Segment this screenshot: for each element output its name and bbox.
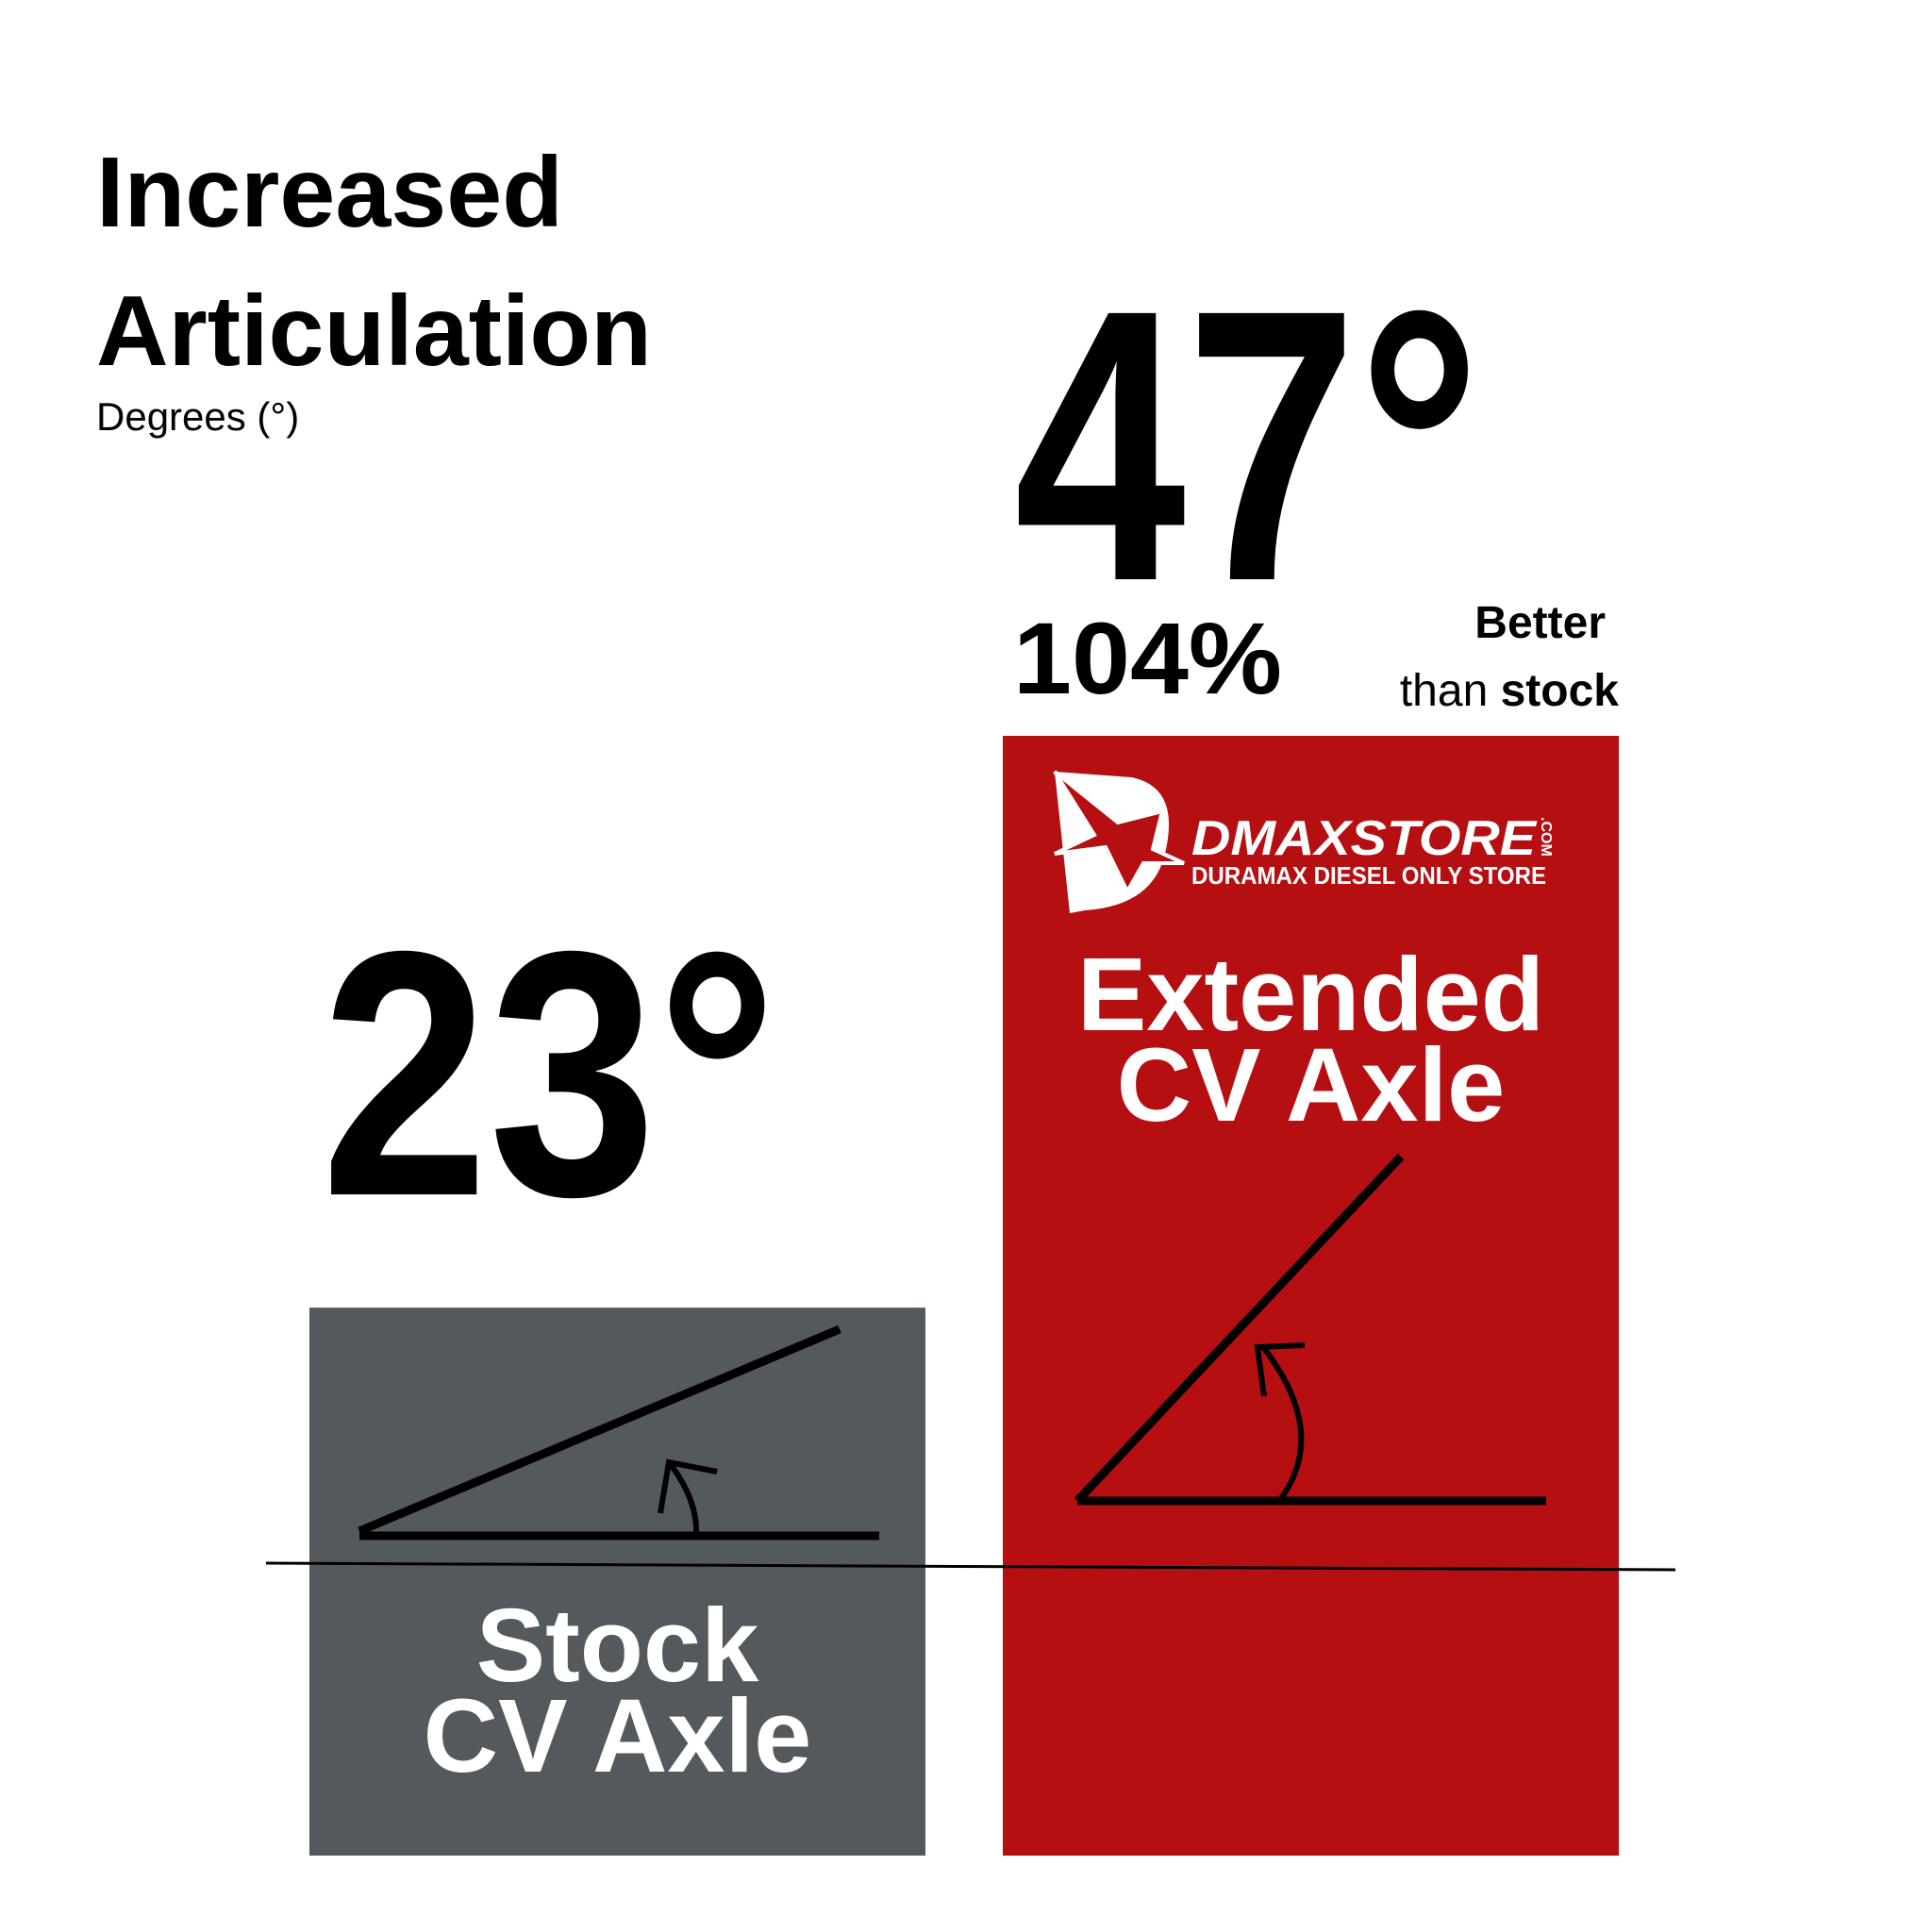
category-label: Extended CV Axle	[1077, 937, 1544, 1143]
annotation-word: stock	[1501, 666, 1620, 716]
logo: DMAXSTORE .COM DURAMAX DIESEL ONLY STORE	[1053, 770, 1554, 913]
chart-title: Increased Articulation	[96, 137, 652, 387]
value-label: 23°	[321, 879, 777, 1269]
chart-subtitle: Degrees (°)	[96, 394, 299, 439]
bar	[1003, 736, 1619, 1856]
improvement: 104%	[1013, 601, 1282, 715]
category-label: Stock CV Axle	[424, 1588, 812, 1794]
logo-suffix: .COM	[1538, 817, 1554, 857]
baseline-rule	[265, 1561, 1676, 1572]
angle-diagram	[358, 1324, 879, 1541]
angle-diagram	[1074, 1153, 1546, 1506]
angle-arrow	[658, 1458, 718, 1537]
angle-arrow	[1254, 1342, 1306, 1503]
value-label: 47°	[1014, 229, 1481, 661]
logo-name: DMAXSTORE	[1191, 811, 1537, 866]
logo-tagline: DURAMAX DIESEL ONLY STORE	[1191, 861, 1546, 890]
annotation-word: than	[1400, 666, 1488, 716]
annotation: Better	[1474, 598, 1606, 648]
logo-star	[1053, 770, 1185, 896]
annotation: than stock	[1400, 666, 1619, 716]
bar	[309, 1307, 925, 1856]
